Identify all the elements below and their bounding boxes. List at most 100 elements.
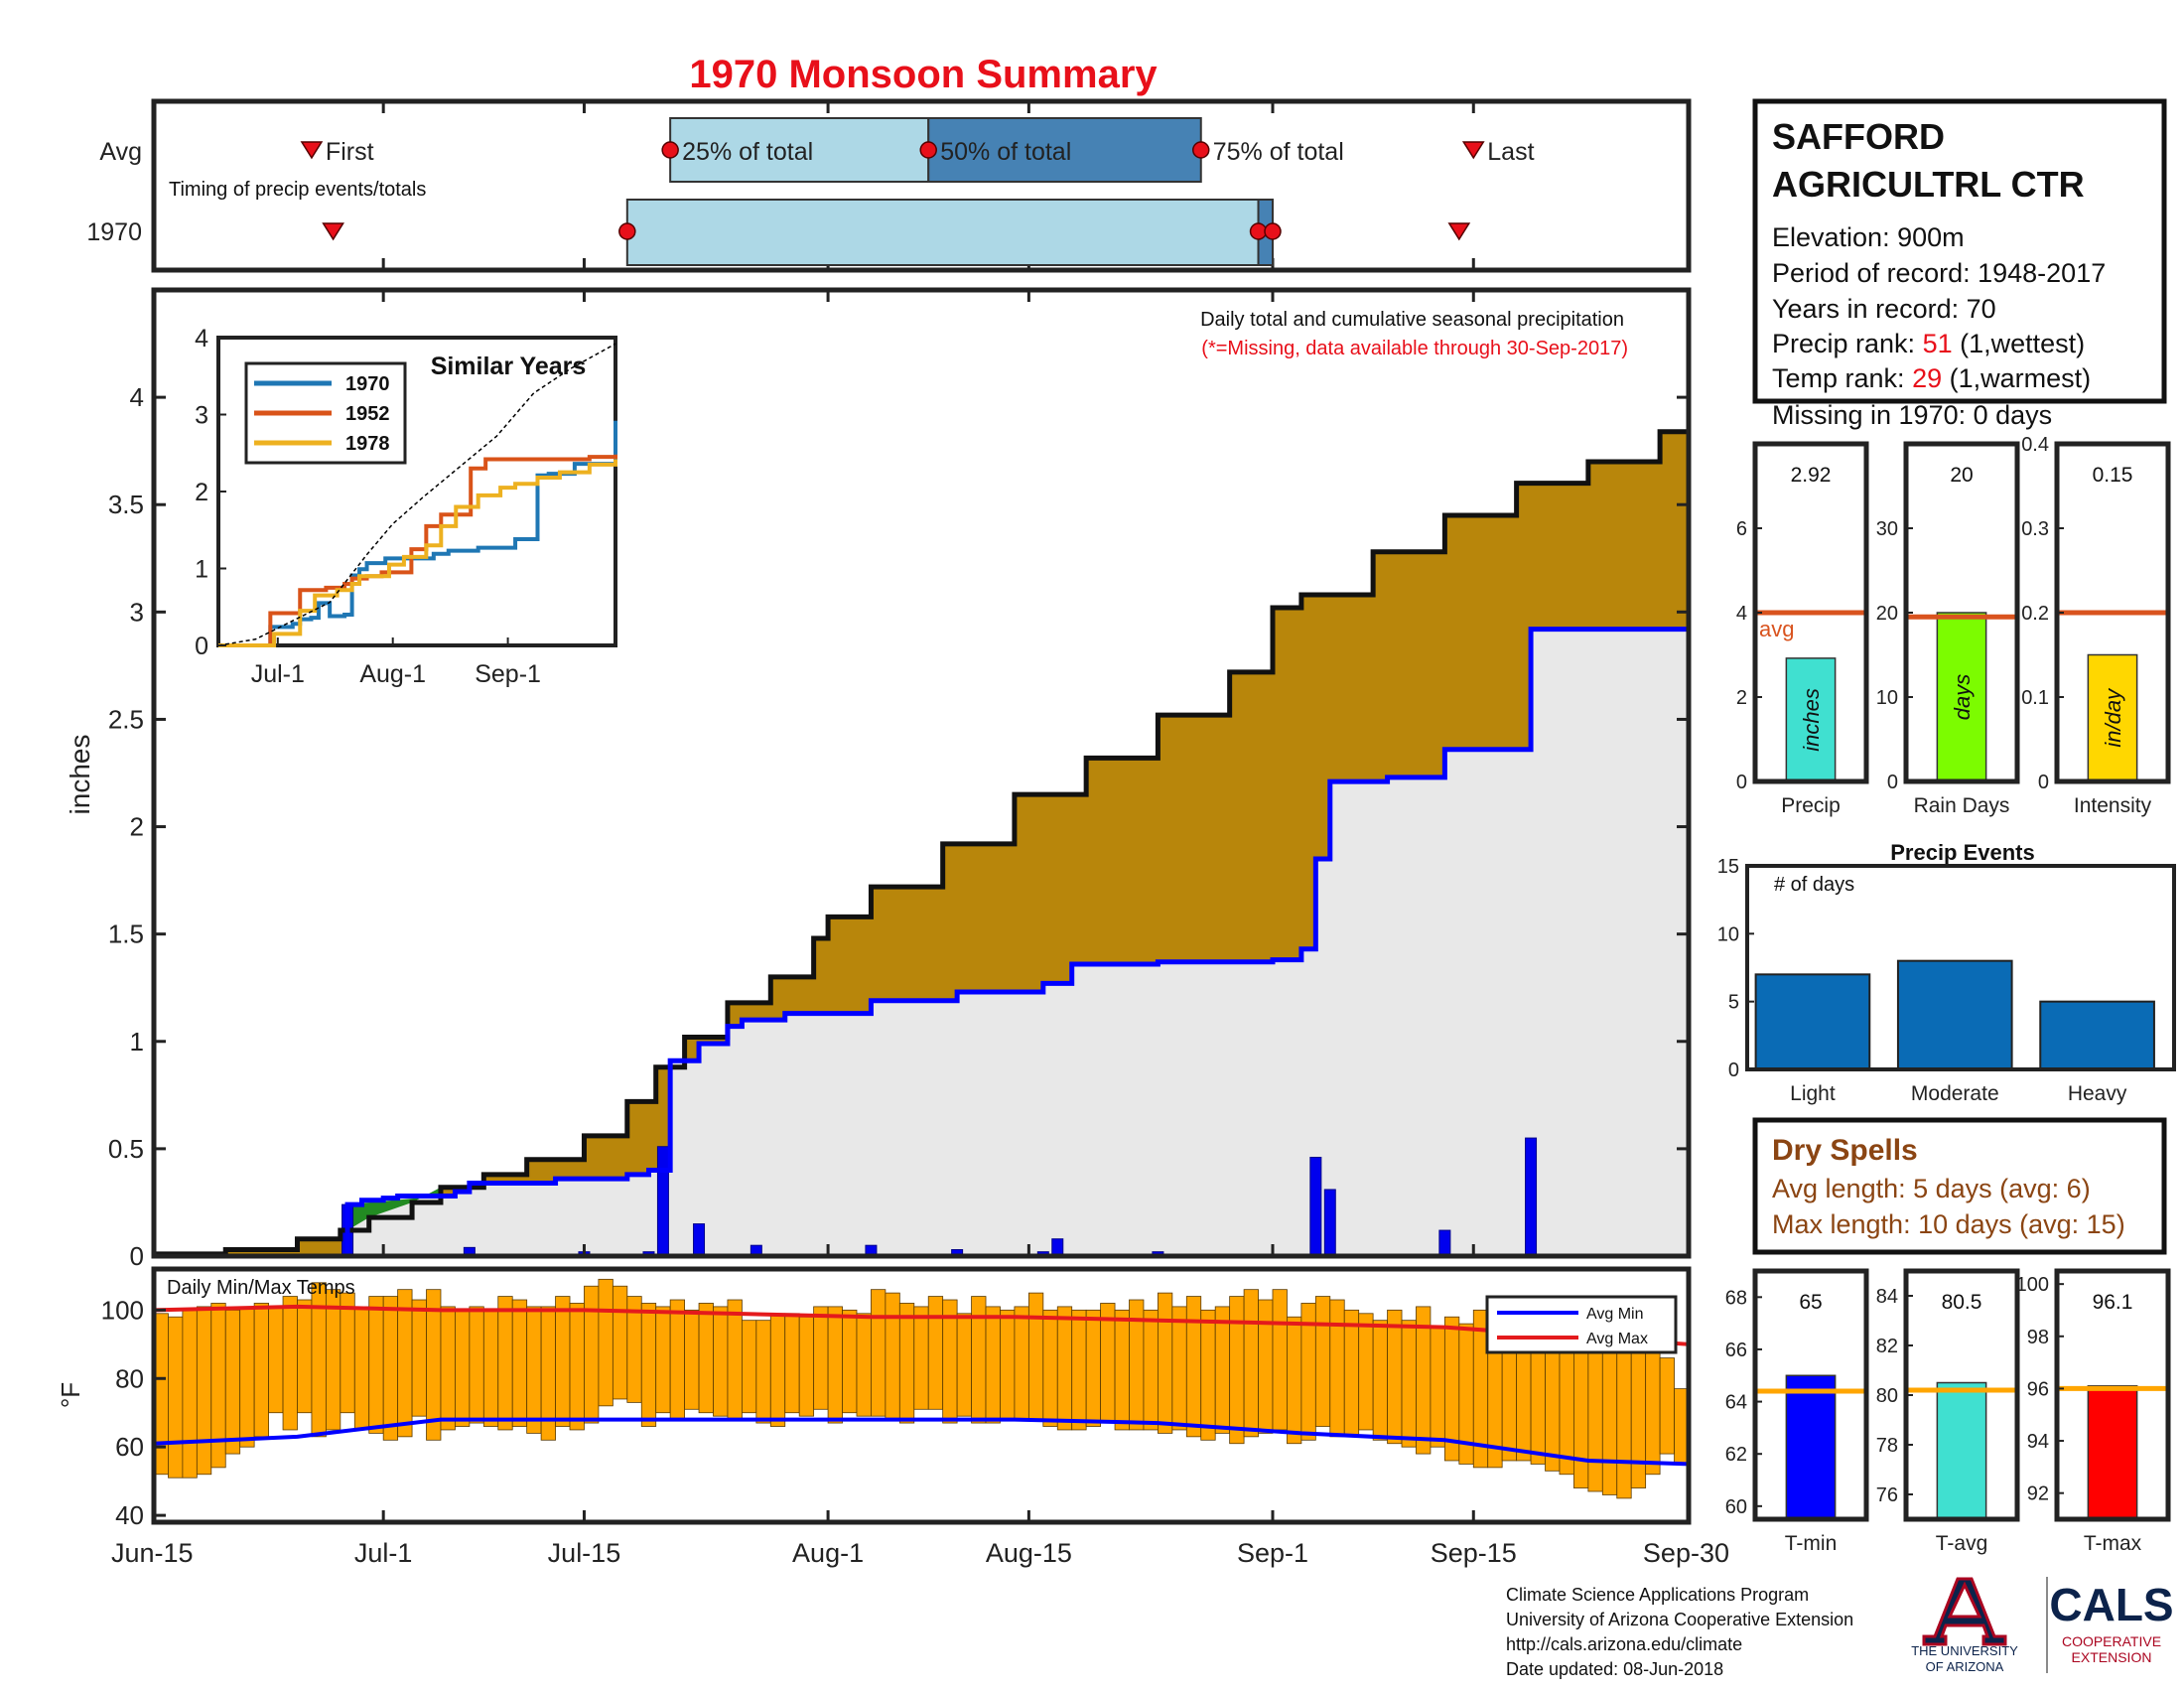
t-avg-panel: 76 78 80 82 84 80.5 T-avg xyxy=(1876,1268,2020,1555)
t-max-tick-label: 96 xyxy=(2027,1378,2049,1400)
temp-range-bar xyxy=(1014,1306,1029,1421)
station-years: Years in record: 70 xyxy=(1772,294,1996,324)
legend-1952: 1952 xyxy=(345,403,390,425)
temp-y-tick-label: 60 xyxy=(115,1432,144,1462)
ua-logo-line-2: OF ARIZONA xyxy=(1926,1659,2004,1674)
dry-spells-frame xyxy=(1752,1117,2167,1255)
t-avg-category: T-avg xyxy=(1936,1532,1988,1555)
x-tick-label: Aug-1 xyxy=(792,1538,864,1568)
avg-quantile-marker xyxy=(1191,141,1210,159)
temp-range-bar xyxy=(1430,1327,1445,1448)
daily-precip-bar xyxy=(1051,1238,1064,1257)
ua-logo-line-1: THE UNIVERSITY xyxy=(1911,1643,2018,1658)
temp-range-bar xyxy=(1387,1309,1403,1445)
events-y-tick-label: 10 xyxy=(1717,923,1739,945)
t-min-tick-label: 66 xyxy=(1725,1340,1747,1361)
temp-range-bar xyxy=(655,1306,671,1414)
temp-range-bar xyxy=(196,1306,212,1476)
precip-tick-label: 4 xyxy=(1736,603,1747,625)
rain-days-tick-label: 30 xyxy=(1876,518,1898,540)
year-quantile-marker xyxy=(1249,222,1268,240)
precip-unit: inches xyxy=(1799,688,1824,752)
timing-panel: Avg 1970 Timing of precip events/totals … xyxy=(86,98,1692,273)
temp-range-bar xyxy=(511,1299,528,1427)
temp-y-label: °F xyxy=(56,1382,85,1408)
temp-range-bar xyxy=(898,1303,915,1424)
t-max-category: T-max xyxy=(2084,1532,2142,1555)
event-category-label: Moderate xyxy=(1911,1082,1999,1105)
main-y-tick-label: 0 xyxy=(130,1241,144,1271)
events-y-tick-label: 5 xyxy=(1728,992,1739,1014)
x-tick-label: Jul-15 xyxy=(548,1538,621,1568)
precip-bar xyxy=(1785,657,1837,782)
cumulative-lines xyxy=(154,414,1692,1259)
t-avg-tick-label: 78 xyxy=(1876,1435,1898,1457)
temp-range-bar xyxy=(698,1303,714,1414)
temp-range-bar xyxy=(1171,1306,1187,1431)
avg-cumulative-line xyxy=(154,414,1692,1257)
rain-days-tick-label: 20 xyxy=(1876,603,1898,625)
t-min-category: T-min xyxy=(1785,1532,1838,1555)
year-quantile-marker xyxy=(1264,222,1282,240)
t-min-panel: 60 62 64 66 68 65 T-min xyxy=(1725,1268,1869,1555)
daily-precip-bar xyxy=(1525,1137,1538,1257)
x-tick-label: Aug-15 xyxy=(986,1538,1072,1568)
temp-range-bar xyxy=(640,1303,657,1427)
avg-max-line xyxy=(153,1304,1690,1346)
temp-range-bar xyxy=(426,1289,442,1441)
dry-spells-box: Dry Spells Avg length: 5 days (avg: 6) M… xyxy=(1752,1117,2167,1255)
temp-range-bar xyxy=(813,1306,829,1410)
intensity-panel: 0 0.1 0.2 0.3 0.4 0.15 in/day Intensity xyxy=(2021,434,2171,817)
rain-days-tick-label: 0 xyxy=(1887,772,1898,793)
rain-days-value: 20 xyxy=(1950,464,1973,487)
temp-legend xyxy=(1485,1295,1678,1354)
temp-range-bar xyxy=(1343,1309,1360,1438)
temp-range-bar xyxy=(1243,1289,1259,1438)
temp-y-tick-label: 100 xyxy=(101,1295,144,1325)
intensity-bar xyxy=(2087,653,2138,782)
x-tick-label: Sep-1 xyxy=(1237,1538,1308,1568)
temp-y-tick-label: 40 xyxy=(115,1500,144,1530)
temp-bars xyxy=(153,1278,1690,1499)
rain-days-category: Rain Days xyxy=(1914,794,2010,817)
station-temp-rank: Temp rank: 29 (1,warmest) xyxy=(1772,363,2091,393)
temp-range-bar xyxy=(440,1306,456,1431)
legend-avg-max: Avg Max xyxy=(1586,1331,1648,1347)
year-cumulative-area xyxy=(154,629,1689,1256)
t-avg-value: 80.5 xyxy=(1942,1291,1982,1314)
temp-range-bar xyxy=(598,1278,614,1407)
event-bar-heavy xyxy=(2039,1000,2155,1071)
rain-days-tick-label: 10 xyxy=(1876,687,1898,709)
temp-range-bar xyxy=(382,1296,399,1441)
temp-range-bar xyxy=(368,1296,384,1434)
precip-value: 2.92 xyxy=(1791,464,1832,487)
events-bars xyxy=(1754,959,2155,1071)
x-tick-label: Jul-1 xyxy=(354,1538,413,1568)
t-min-tick-label: 62 xyxy=(1725,1444,1747,1466)
precip-tick-label: 6 xyxy=(1736,518,1747,540)
temp-range-bar xyxy=(297,1299,313,1414)
cals-logo-line-1: COOPERATIVE xyxy=(2062,1633,2161,1649)
temp-range-bar xyxy=(1114,1309,1130,1431)
temp-range-bar xyxy=(856,1313,872,1417)
events-axes: Light Moderate Heavy 0 5 10 15 xyxy=(1717,856,2127,1105)
intensity-unit: in/day xyxy=(2101,687,2125,748)
inset-lines xyxy=(217,343,617,647)
x-tick-label: Sep-30 xyxy=(1643,1538,1729,1568)
temp-range-bar xyxy=(913,1306,929,1410)
first-event-label: First xyxy=(326,138,374,166)
station-missing: Missing in 1970: 0 days xyxy=(1772,400,2052,430)
events-frame xyxy=(1745,864,2176,1071)
events-title: Precip Events xyxy=(1890,840,2035,865)
intensity-tick-label: 0.2 xyxy=(2021,603,2049,625)
avg-q25-q50-box xyxy=(669,117,930,183)
temp-range-bar xyxy=(1071,1309,1087,1431)
precip-tick-label: 2 xyxy=(1736,687,1747,709)
main-y-tick-label: 1.5 xyxy=(108,919,144,949)
intensity-tick-label: 0.4 xyxy=(2021,434,2049,456)
footer-line-3: http://cals.arizona.edu/climate xyxy=(1506,1634,1742,1654)
temp-range-bar xyxy=(482,1309,499,1427)
